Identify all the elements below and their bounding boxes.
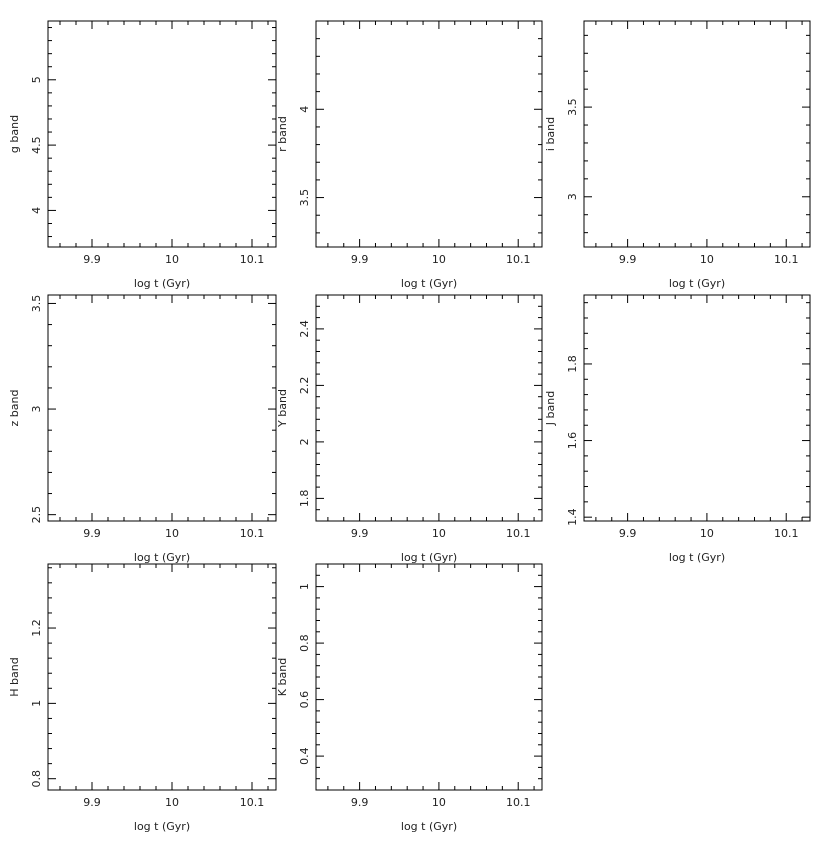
panel-6: 9.9 10 10.1 1.4 1.6 1.8 log t (Gyr) J band <box>544 294 811 564</box>
x-tick-label: 10 <box>165 253 179 266</box>
x-tick-label: 10 <box>432 527 446 540</box>
plot-frame <box>47 20 277 248</box>
y-tick-label: 1.6 <box>566 432 579 450</box>
y-axis-label: Y band <box>276 389 289 428</box>
x-axis-label: log t (Gyr) <box>134 277 190 290</box>
y-tick-label: 2.5 <box>30 506 43 524</box>
x-axis-label: log t (Gyr) <box>401 820 457 833</box>
x-tick-label: 9.9 <box>619 527 637 540</box>
x-axis-label: log t (Gyr) <box>401 277 457 290</box>
panel-7: 9.9 10 10.1 0.8 1 1.2 log t (Gyr) H band <box>8 563 277 833</box>
y-tick-label: 1 <box>30 700 43 707</box>
plot-frame <box>583 20 811 248</box>
x-tick-label: 10.1 <box>240 527 265 540</box>
y-tick-label: 4 <box>30 207 43 214</box>
x-tick-label: 9.9 <box>619 253 637 266</box>
y-tick-label: 0.4 <box>298 747 311 765</box>
y-tick-label: 5 <box>30 76 43 83</box>
y-axis-label: r band <box>276 116 289 152</box>
plot-frame <box>47 563 277 791</box>
y-tick-label: 4 <box>298 106 311 113</box>
y-tick-label: 1.2 <box>30 619 43 637</box>
x-tick-label: 10 <box>700 253 714 266</box>
y-tick-label: 4.5 <box>30 136 43 154</box>
y-tick-label: 3.5 <box>566 98 579 116</box>
x-tick-label: 10.1 <box>506 527 531 540</box>
panel-1: 9.9 10 10.1 4 4.5 5 log t (Gyr) g band <box>8 20 277 290</box>
x-tick-label: 9.9 <box>351 253 369 266</box>
y-axis-label: H band <box>8 657 21 696</box>
y-tick-label: 1.8 <box>566 355 579 373</box>
x-tick-label: 10 <box>165 796 179 809</box>
panel-4: 9.9 10 10.1 2.5 3 3.5 log t (Gyr) z band <box>8 294 277 564</box>
x-tick-label: 10.1 <box>506 253 531 266</box>
y-tick-label: 3.5 <box>30 295 43 313</box>
y-tick-label: 3 <box>30 406 43 413</box>
x-tick-label: 10 <box>700 527 714 540</box>
x-tick-label: 10.1 <box>506 796 531 809</box>
x-tick-label: 10.1 <box>774 527 799 540</box>
panel-3: 9.9 10 10.1 3 3.5 log t (Gyr) i band <box>544 20 811 290</box>
y-axis-label: K band <box>276 658 289 696</box>
x-tick-label: 10 <box>432 253 446 266</box>
panel-8: 9.9 10 10.1 0.4 0.6 0.8 1 log t (Gyr) K band <box>276 563 543 833</box>
y-tick-label: 2.2 <box>298 377 311 395</box>
x-tick-label: 9.9 <box>351 527 369 540</box>
y-tick-label: 1.4 <box>566 508 579 526</box>
panel-5: 9.9 10 10.1 1.8 2 2.2 2.4 log t (Gyr) Y band <box>276 294 543 564</box>
y-axis-label: i band <box>544 117 557 151</box>
x-tick-label: 10 <box>432 796 446 809</box>
x-tick-label: 10.1 <box>774 253 799 266</box>
y-tick-label: 2.4 <box>298 320 311 338</box>
y-tick-label: 2 <box>298 438 311 445</box>
y-tick-label: 1 <box>298 583 311 590</box>
plot-frame <box>315 563 543 791</box>
x-axis-label: log t (Gyr) <box>669 277 725 290</box>
y-tick-label: 1.8 <box>298 490 311 508</box>
y-axis-label: g band <box>8 115 21 153</box>
y-tick-label: 3.5 <box>298 189 311 207</box>
x-axis-label: log t (Gyr) <box>134 551 190 564</box>
x-tick-label: 9.9 <box>83 527 101 540</box>
y-axis-label: J band <box>544 391 557 426</box>
plot-frame <box>315 20 543 248</box>
x-tick-label: 10.1 <box>240 253 265 266</box>
x-tick-label: 9.9 <box>351 796 369 809</box>
plot-frame <box>583 294 811 522</box>
y-axis-label: z band <box>8 390 21 427</box>
x-axis-label: log t (Gyr) <box>134 820 190 833</box>
y-tick-label: 0.8 <box>30 770 43 788</box>
plot-frame <box>47 294 277 522</box>
y-tick-label: 3 <box>566 193 579 200</box>
x-tick-label: 10 <box>165 527 179 540</box>
x-axis-label: log t (Gyr) <box>669 551 725 564</box>
x-tick-label: 9.9 <box>83 253 101 266</box>
panel-2: 9.9 10 10.1 3.5 4 log t (Gyr) r band <box>276 20 543 290</box>
y-tick-label: 0.8 <box>298 634 311 652</box>
y-tick-label: 0.6 <box>298 691 311 709</box>
x-tick-label: 10.1 <box>240 796 265 809</box>
x-tick-label: 9.9 <box>83 796 101 809</box>
plot-frame <box>315 294 543 522</box>
x-axis-label: log t (Gyr) <box>401 551 457 564</box>
